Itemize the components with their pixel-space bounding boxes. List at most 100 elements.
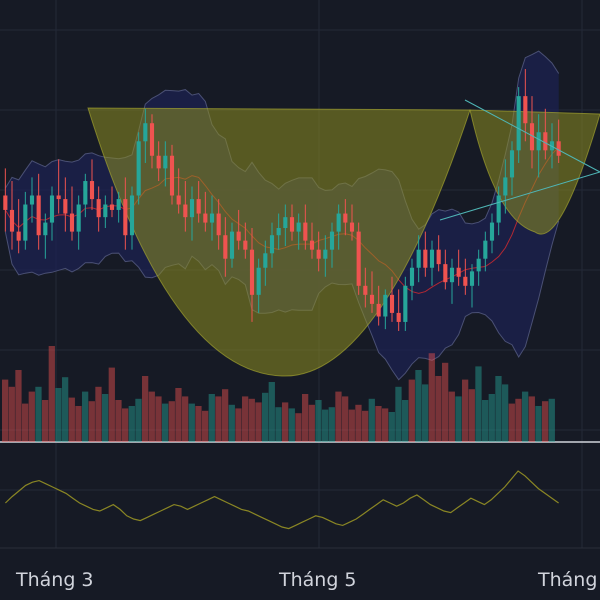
candle-70 xyxy=(469,264,475,308)
candle-15 xyxy=(103,195,108,228)
volume-bar-49 xyxy=(328,407,335,442)
candle-body xyxy=(503,177,508,196)
candle-body xyxy=(483,240,488,259)
candle-body xyxy=(189,199,195,218)
candle-body xyxy=(343,213,348,223)
volume-bar-0 xyxy=(2,379,9,442)
candle-24 xyxy=(163,141,168,187)
candle-body xyxy=(143,123,148,142)
candle-9 xyxy=(63,177,68,232)
candle-body xyxy=(256,267,261,295)
candle-body xyxy=(296,222,301,232)
volume-bar-68 xyxy=(455,396,462,442)
volume-bar-45 xyxy=(302,394,309,442)
volume-bar-61 xyxy=(408,379,415,442)
candle-59 xyxy=(396,289,401,331)
candle-body xyxy=(429,249,435,268)
candle-60 xyxy=(403,276,408,331)
candle-body xyxy=(423,249,428,268)
volume-bar-67 xyxy=(448,391,455,442)
x-tick-label-1: Tháng 3 xyxy=(15,569,94,591)
candle-19 xyxy=(129,186,135,250)
oscillator-pane xyxy=(4,470,559,530)
candle-body xyxy=(416,249,421,268)
volume-bar-43 xyxy=(288,408,295,442)
candle-38 xyxy=(256,258,261,313)
volume-bar-55 xyxy=(368,398,375,442)
volume-bar-30 xyxy=(202,410,209,442)
candle-11 xyxy=(76,195,81,250)
volume-bar-31 xyxy=(208,394,215,442)
candle-1 xyxy=(9,181,15,250)
candle-35 xyxy=(236,209,241,250)
candle-20 xyxy=(136,132,141,205)
volume-bar-72 xyxy=(482,400,489,442)
volume-bar-32 xyxy=(215,396,222,442)
candle-57 xyxy=(383,289,388,330)
volume-bar-74 xyxy=(495,376,502,442)
candle-body xyxy=(103,204,108,218)
candle-body xyxy=(316,249,321,259)
candle-21 xyxy=(143,108,148,163)
volume-bar-14 xyxy=(95,386,102,442)
candle-body xyxy=(109,204,115,210)
candle-0 xyxy=(3,168,8,232)
volume-bar-50 xyxy=(335,391,342,442)
candle-5 xyxy=(36,173,41,250)
candle-body xyxy=(89,181,95,200)
volume-bar-79 xyxy=(528,396,535,442)
candle-81 xyxy=(543,108,548,160)
oscillator-line xyxy=(4,470,559,530)
candle-body xyxy=(216,213,221,236)
candle-body xyxy=(336,213,341,232)
volume-bar-46 xyxy=(308,404,315,442)
volume-bar-8 xyxy=(55,388,62,442)
candle-74 xyxy=(496,186,501,236)
volume-bar-60 xyxy=(402,400,409,442)
candle-body xyxy=(356,231,361,286)
candle-71 xyxy=(476,249,481,286)
volume-bar-10 xyxy=(68,397,75,442)
candle-body xyxy=(383,294,388,317)
candle-22 xyxy=(149,114,155,169)
volume-bar-36 xyxy=(242,396,249,442)
candle-body xyxy=(49,195,55,223)
candle-body xyxy=(529,123,535,151)
candle-body xyxy=(349,222,355,232)
candle-65 xyxy=(436,235,441,272)
volume-bar-64 xyxy=(428,353,435,442)
candle-80 xyxy=(536,114,541,178)
candle-body xyxy=(516,96,521,151)
x-tick-label-3: Tháng xyxy=(537,569,597,591)
candle-body xyxy=(549,141,555,151)
candlestick-series xyxy=(3,69,561,331)
volume-bar-22 xyxy=(148,391,155,442)
candle-body xyxy=(263,253,268,268)
volume-bar-34 xyxy=(228,404,235,442)
candle-body xyxy=(536,132,541,151)
candle-10 xyxy=(69,186,75,241)
volume-bar-42 xyxy=(282,402,289,442)
candle-51 xyxy=(343,199,348,236)
volume-bar-69 xyxy=(462,379,469,442)
candle-75 xyxy=(503,159,508,214)
volume-bar-41 xyxy=(275,407,282,442)
candle-47 xyxy=(316,231,321,272)
candle-body xyxy=(196,199,201,214)
candle-body xyxy=(56,195,61,200)
candle-body xyxy=(283,217,288,228)
candle-50 xyxy=(336,204,341,250)
candle-54 xyxy=(363,267,368,308)
candle-body xyxy=(443,264,448,283)
candle-18 xyxy=(123,177,128,250)
candle-67 xyxy=(449,258,455,304)
volume-bar-20 xyxy=(135,398,142,442)
volume-bar-4 xyxy=(28,391,35,442)
volume-bar-82 xyxy=(548,398,555,442)
candle-40 xyxy=(269,222,275,268)
candle-body xyxy=(303,222,308,241)
candle-body xyxy=(543,132,548,151)
volume-bar-33 xyxy=(222,389,229,442)
volume-bar-17 xyxy=(115,400,122,442)
